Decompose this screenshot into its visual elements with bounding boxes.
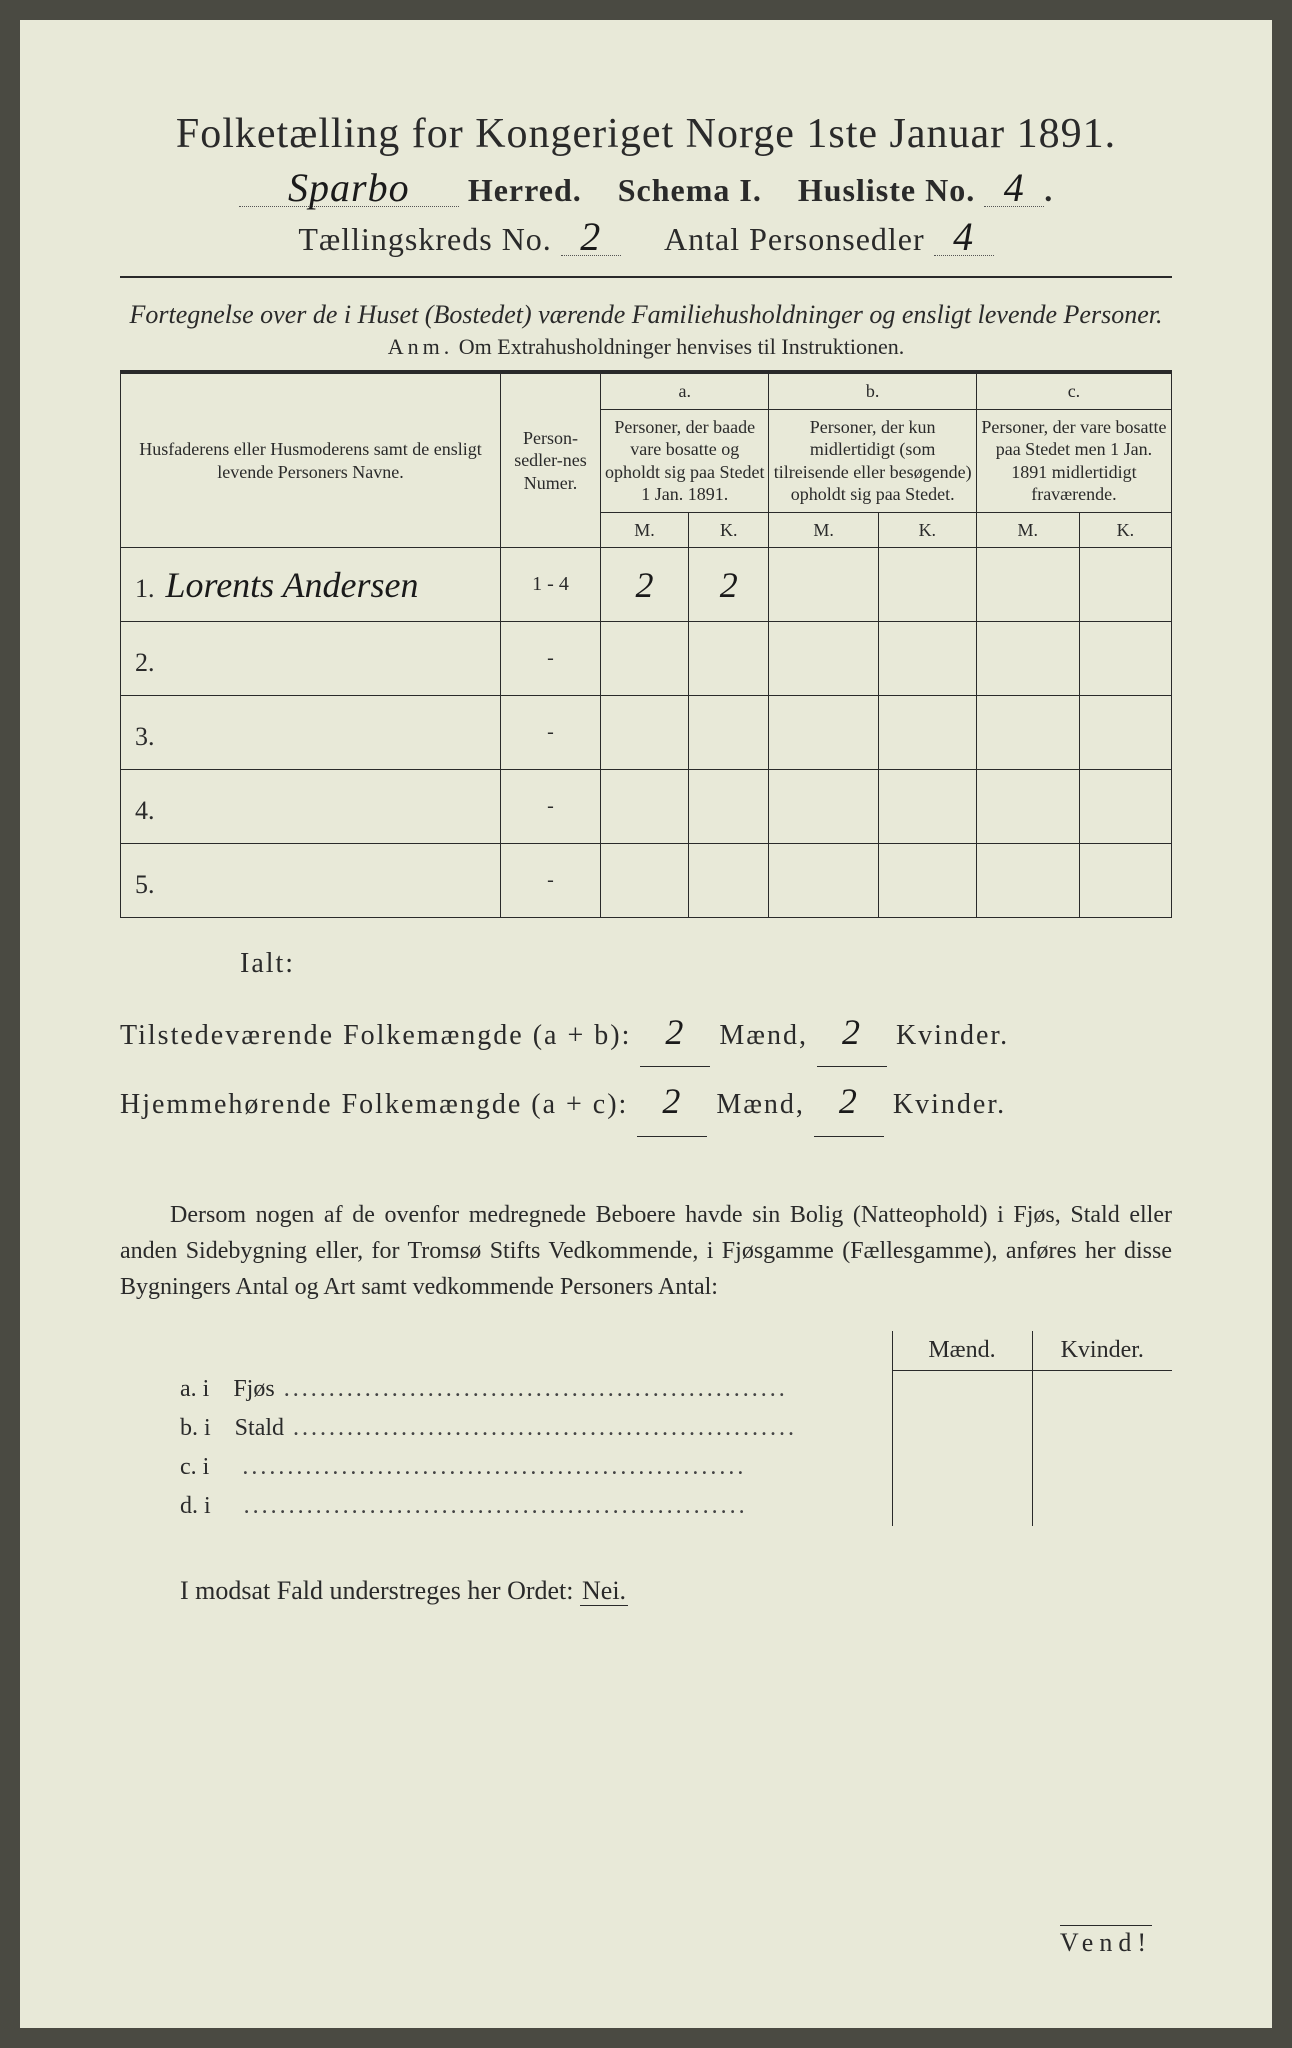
col-c-m: M. [976,512,1079,548]
kvinder-label: Kvinder. [896,1020,1009,1051]
col-b-m: M. [769,512,878,548]
building-row: d. i [120,1487,1172,1526]
col-b-text: Personer, der kun midlertidigt (som tilr… [769,409,976,512]
anm-lead: Anm. [388,334,454,359]
totals-line-ab: Tilstedeværende Folkemængde (a + b): 2 M… [120,998,1172,1067]
totals-ab-label: Tilstedeværende Folkemængde (a + b): [120,1020,631,1051]
building-table: Mænd. Kvinder. a. i Fjøsb. i Staldc. i d… [120,1331,1172,1527]
herred-value: Sparbo [239,170,459,207]
bottom-kvinder: Kvinder. [1032,1331,1172,1371]
col-a-label: a. [601,372,769,409]
husliste-label: Husliste No. [798,172,975,208]
col-c-text: Personer, der vare bosatte paa Stedet me… [976,409,1171,512]
nei-word: Nei. [580,1576,628,1606]
page-title: Folketælling for Kongeriget Norge 1ste J… [120,110,1172,158]
meta-line-2: Tællingskreds No. 2 Antal Personsedler 4 [120,219,1172,258]
sedler-label: Antal Personsedler [664,221,925,257]
husliste-no: 4 [984,170,1044,207]
col-b-label: b. [769,372,976,409]
col-a-m: M. [601,512,689,548]
kreds-label: Tællingskreds No. [298,221,551,257]
table-row: 1. Lorents Andersen1 - 422 [121,548,1172,622]
household-table: Husfaderens eller Husmoderens samt de en… [120,370,1172,918]
totals-ac-m: 2 [637,1067,707,1136]
census-form-page: Folketælling for Kongeriget Norge 1ste J… [20,20,1272,2028]
totals-line-ac: Hjemmehørende Folkemængde (a + c): 2 Mæn… [120,1067,1172,1136]
herred-label: Herred. [468,172,582,208]
col-a-k: K. [688,512,769,548]
divider [120,276,1172,278]
nei-line: I modsat Fald understreges her Ordet: Ne… [120,1576,1172,1606]
maend-label-2: Mænd, [716,1089,805,1120]
col-numer: Person-sedler-nes Numer. [501,372,601,548]
sedler-no: 4 [934,219,994,256]
schema-label: Schema I. [618,172,762,208]
col-b-k: K. [878,512,976,548]
maend-label: Mænd, [719,1020,808,1051]
totals-ac-label: Hjemmehørende Folkemængde (a + c): [120,1089,628,1120]
totals-ab-m: 2 [640,998,710,1067]
kreds-no: 2 [561,219,621,256]
subtitle: Fortegnelse over de i Huset (Bostedet) v… [120,300,1172,330]
table-row: 5. - [121,844,1172,918]
table-row: 3. - [121,696,1172,770]
vend-label: Vend! [1060,1925,1152,1958]
building-row: c. i [120,1448,1172,1487]
kvinder-label-2: Kvinder. [893,1089,1006,1120]
building-row: a. i Fjøs [120,1370,1172,1409]
col-name: Husfaderens eller Husmoderens samt de en… [121,372,501,548]
totals-ac-k: 2 [814,1067,884,1136]
meta-line-1: Sparbo Herred. Schema I. Husliste No. 4. [120,170,1172,209]
table-row: 2. - [121,622,1172,696]
bottom-maend: Mænd. [892,1331,1032,1371]
totals-ab-k: 2 [817,998,887,1067]
totals-block: Tilstedeværende Folkemængde (a + b): 2 M… [120,998,1172,1137]
explanatory-paragraph: Dersom nogen af de ovenfor medregnede Be… [120,1197,1172,1305]
col-a-text: Personer, der baade vare bosatte og opho… [601,409,769,512]
anm-line: Anm. Om Extrahusholdninger henvises til … [120,334,1172,360]
anm-text: Om Extrahusholdninger henvises til Instr… [459,334,904,359]
table-body: 1. Lorents Andersen1 - 4222. -3. -4. -5.… [121,548,1172,918]
col-c-k: K. [1079,512,1171,548]
nei-pre: I modsat Fald understreges her Ordet: [180,1576,574,1605]
ialt-label: Ialt: [240,948,1172,980]
building-row: b. i Stald [120,1409,1172,1448]
col-c-label: c. [976,372,1171,409]
table-row: 4. - [121,770,1172,844]
